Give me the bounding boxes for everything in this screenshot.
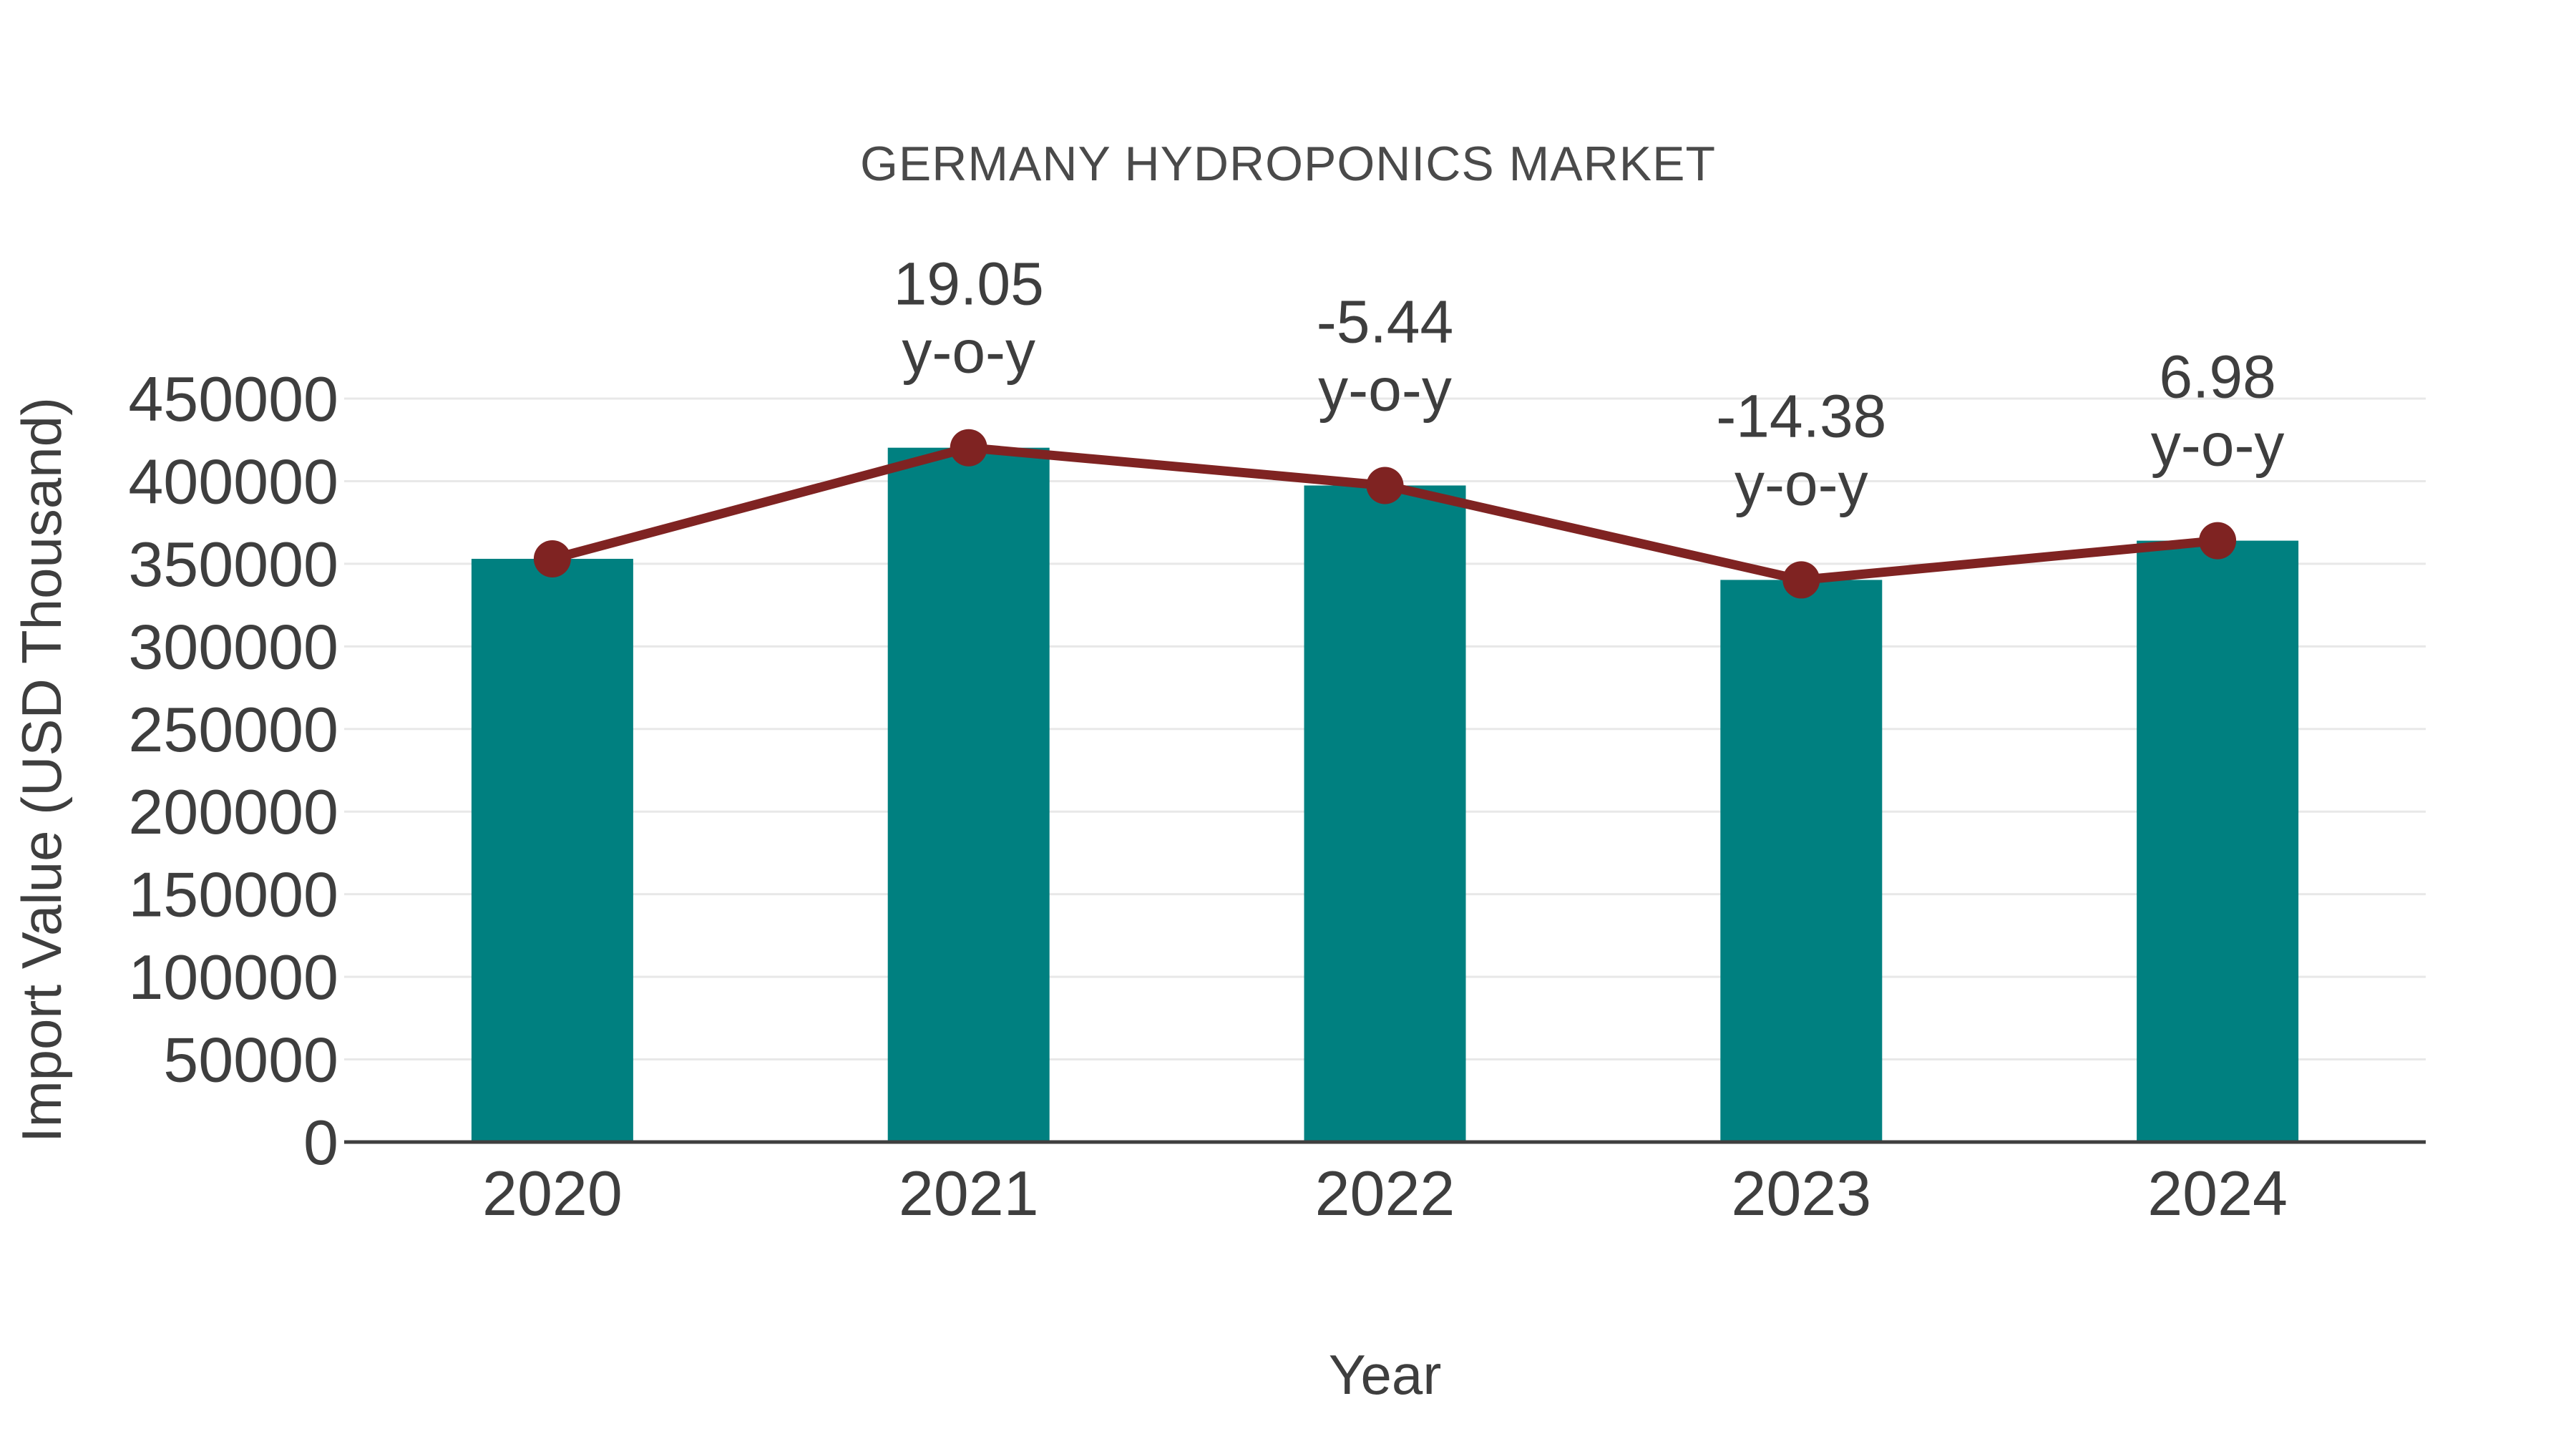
y-tick-label: 300000	[128, 611, 338, 682]
chart-title: GERMANY HYDROPONICS MARKET	[859, 137, 1716, 191]
x-tick-label: 2022	[1315, 1158, 1455, 1229]
yoy-value-label: 19.05	[894, 250, 1044, 318]
marker-2021[interactable]	[950, 429, 987, 467]
yoy-sub-label: y-o-y	[1735, 450, 1868, 517]
yoy-value-label: -14.38	[1716, 382, 1886, 449]
yoy-sub-label: y-o-y	[902, 318, 1035, 386]
marker-2020[interactable]	[533, 540, 571, 577]
y-tick-label: 400000	[128, 446, 338, 517]
y-tick-label: 450000	[128, 364, 338, 434]
yoy-value-label: 6.98	[2159, 343, 2276, 411]
x-tick-label: 2024	[2147, 1158, 2288, 1229]
yoy-sub-label: y-o-y	[2151, 411, 2285, 479]
marker-2022[interactable]	[1366, 467, 1404, 504]
bar-2021[interactable]	[887, 447, 1050, 1142]
y-tick-label: 200000	[128, 776, 338, 847]
bar-2024[interactable]	[2137, 540, 2299, 1142]
y-tick-label: 100000	[128, 942, 338, 1013]
y-tick-label: 0	[303, 1107, 338, 1178]
bar-2020[interactable]	[471, 558, 633, 1142]
yoy-sub-label: y-o-y	[1318, 356, 1452, 423]
y-tick-label: 50000	[163, 1025, 338, 1096]
marker-2024[interactable]	[2199, 522, 2237, 560]
x-axis-title: Year	[1328, 1343, 1442, 1406]
x-tick-label: 2020	[482, 1158, 623, 1229]
yoy-value-label: -5.44	[1317, 288, 1453, 355]
x-tick-label: 2021	[899, 1158, 1039, 1229]
bar-2022[interactable]	[1304, 485, 1466, 1142]
marker-2023[interactable]	[1782, 561, 1820, 599]
y-tick-label: 250000	[128, 694, 338, 765]
x-tick-label: 2023	[1731, 1158, 1871, 1229]
y-tick-label: 150000	[128, 859, 338, 930]
bar-2023[interactable]	[1720, 580, 1883, 1142]
y-tick-label: 350000	[128, 529, 338, 600]
